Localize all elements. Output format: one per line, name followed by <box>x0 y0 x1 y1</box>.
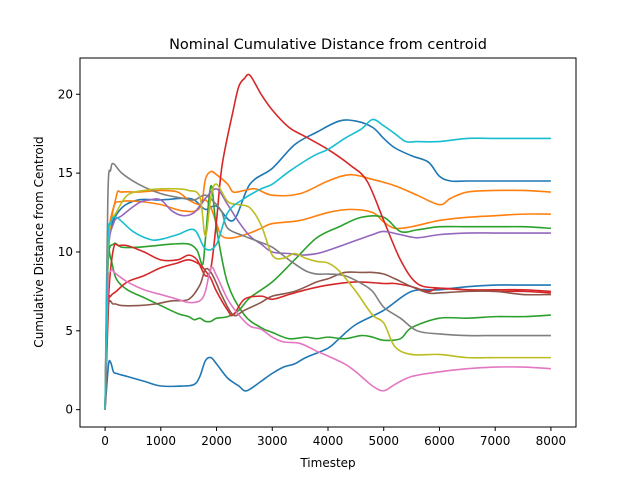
x-tick-label: 5000 <box>368 434 399 448</box>
series-line-6 <box>104 184 551 410</box>
y-axis: 0 5 10 15 20 <box>58 87 80 417</box>
series-line-5 <box>104 214 551 410</box>
y-axis-label: Cumulative Distance from Centroid <box>32 136 46 347</box>
series-line-2 <box>104 119 551 410</box>
x-tick-label: 3000 <box>257 434 288 448</box>
y-tick-label: 0 <box>65 403 73 417</box>
series-line-1 <box>104 284 551 410</box>
x-tick-label: 0 <box>101 434 109 448</box>
series-line-3 <box>104 170 551 410</box>
x-tick-label: 4000 <box>313 434 344 448</box>
y-tick-label: 15 <box>58 166 73 180</box>
x-tick-label: 2000 <box>201 434 232 448</box>
x-axis: 0 1000 2000 3000 4000 5000 6000 7000 8000 <box>101 427 566 448</box>
chart-title: Nominal Cumulative Distance from centroi… <box>169 37 487 53</box>
x-tick-label: 6000 <box>424 434 455 448</box>
series-line-14 <box>104 118 551 410</box>
series-line-7 <box>104 73 551 410</box>
x-tick-label: 8000 <box>536 434 567 448</box>
x-tick-label: 7000 <box>480 434 511 448</box>
y-tick-label: 20 <box>58 87 73 101</box>
x-tick-label: 1000 <box>146 434 177 448</box>
y-tick-label: 5 <box>65 324 73 338</box>
series-line-11 <box>104 266 551 410</box>
series-line-13 <box>104 183 551 410</box>
series-line-10 <box>104 267 551 410</box>
series-line-9 <box>104 188 551 410</box>
series-line-8 <box>104 259 551 410</box>
x-axis-label: Timestep <box>299 456 355 470</box>
plot-series-group <box>104 73 551 410</box>
y-tick-label: 10 <box>58 245 73 259</box>
